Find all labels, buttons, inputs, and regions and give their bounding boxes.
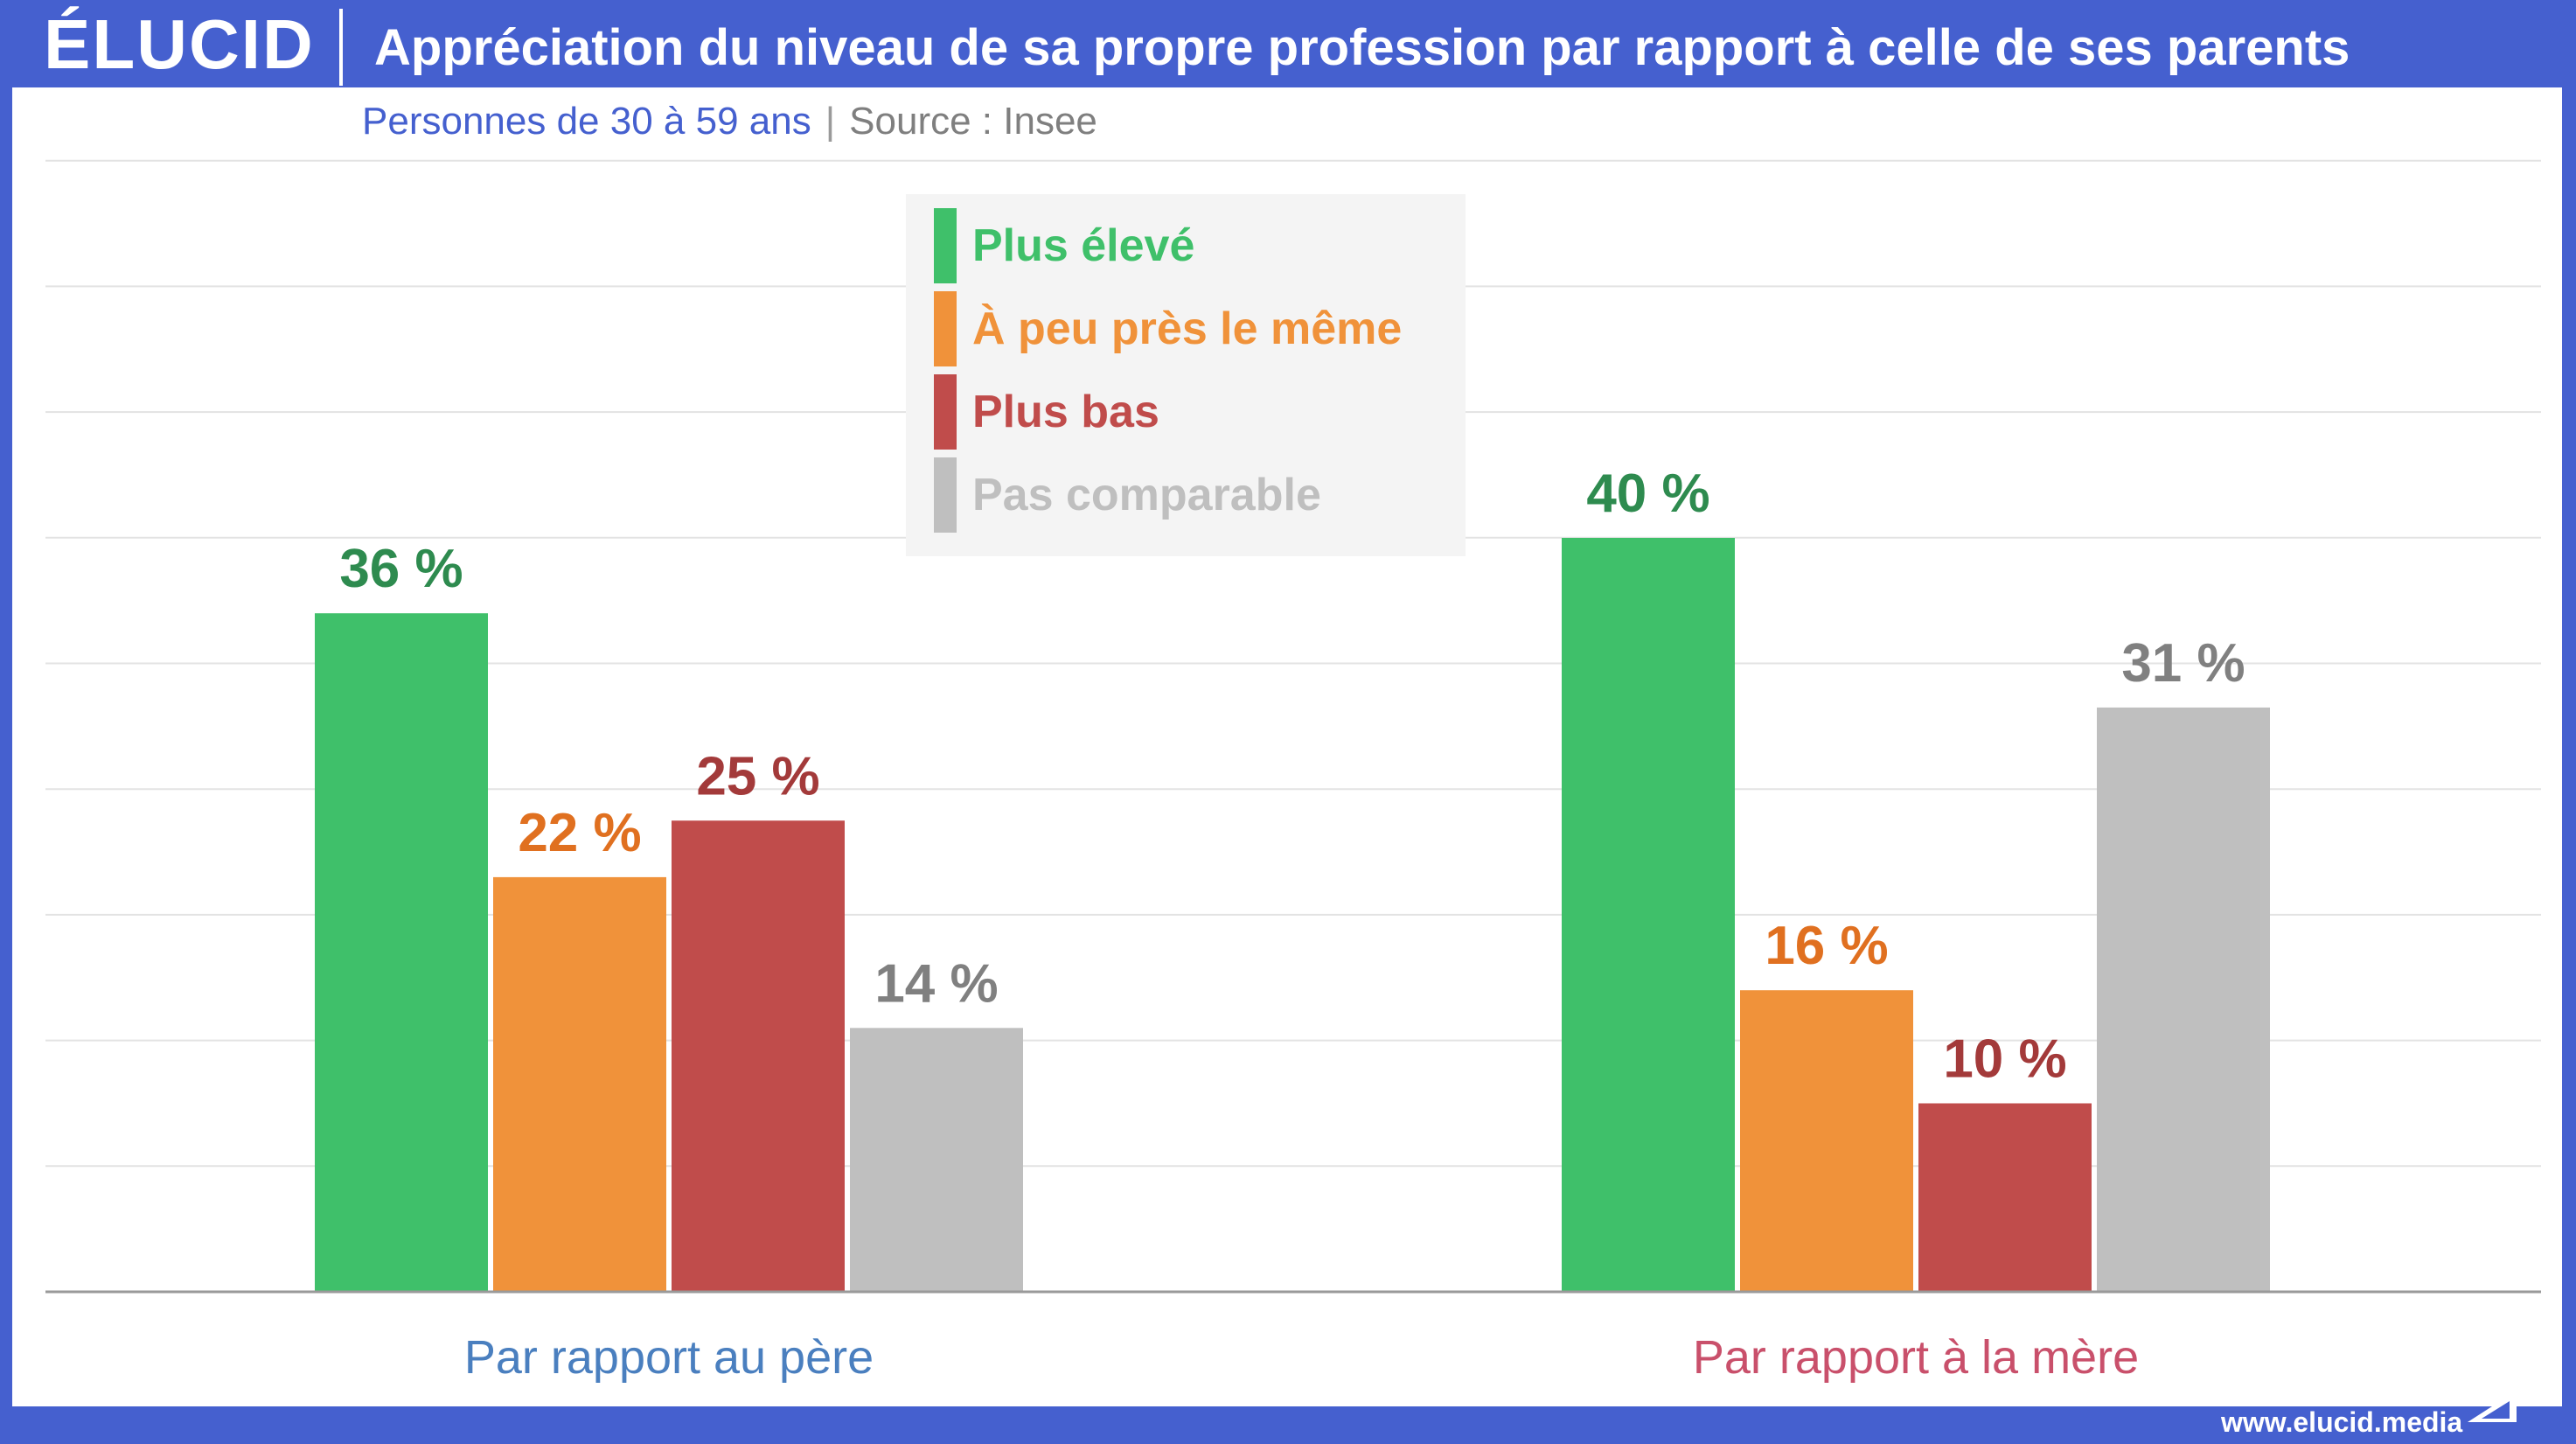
elucid-logo: ÉLUCID	[44, 5, 315, 83]
legend-swatch	[934, 374, 957, 450]
data-label: 36 %	[339, 539, 463, 599]
data-label: 16 %	[1765, 916, 1888, 976]
data-label: 10 %	[1943, 1029, 2066, 1090]
bar	[493, 876, 666, 1292]
chart-subtitle: Personnes de 30 à 59 ans | Source : Insee	[362, 94, 1097, 149]
bar	[850, 1028, 1023, 1292]
bar	[1562, 538, 1735, 1292]
elucid-mark-icon	[2468, 1391, 2517, 1422]
legend-box	[906, 194, 1466, 556]
legend-swatch	[934, 291, 957, 366]
bar	[1918, 1103, 2092, 1292]
data-label: 22 %	[518, 803, 641, 863]
legend-label: À peu près le même	[972, 303, 1402, 354]
subtitle-separator: |	[825, 100, 836, 143]
source-label: Source : Insee	[849, 100, 1097, 143]
data-label: 14 %	[874, 953, 998, 1014]
chart-title: Appréciation du niveau de sa propre prof…	[374, 19, 2350, 76]
bar	[315, 613, 488, 1292]
data-label: 25 %	[696, 746, 819, 806]
data-label: 31 %	[2121, 633, 2245, 694]
legend-label: Plus bas	[972, 387, 1159, 437]
legend-label: Plus élevé	[972, 220, 1194, 271]
population-label: Personnes de 30 à 59 ans	[362, 100, 811, 143]
footer-url[interactable]: www.elucid.media	[2221, 1406, 2463, 1438]
category-label: Par rapport au père	[464, 1331, 874, 1384]
legend-label: Pas comparable	[972, 470, 1321, 520]
legend-swatch	[934, 457, 957, 533]
header-divider	[339, 9, 343, 86]
category-label: Par rapport à la mère	[1693, 1331, 2139, 1384]
header-bar: ÉLUCID Appréciation du niveau de sa prop…	[0, 0, 2576, 87]
bar	[2097, 707, 2270, 1292]
bar	[1740, 990, 1913, 1292]
legend-swatch	[934, 208, 957, 283]
bar	[672, 820, 845, 1292]
data-label: 40 %	[1586, 464, 1709, 524]
